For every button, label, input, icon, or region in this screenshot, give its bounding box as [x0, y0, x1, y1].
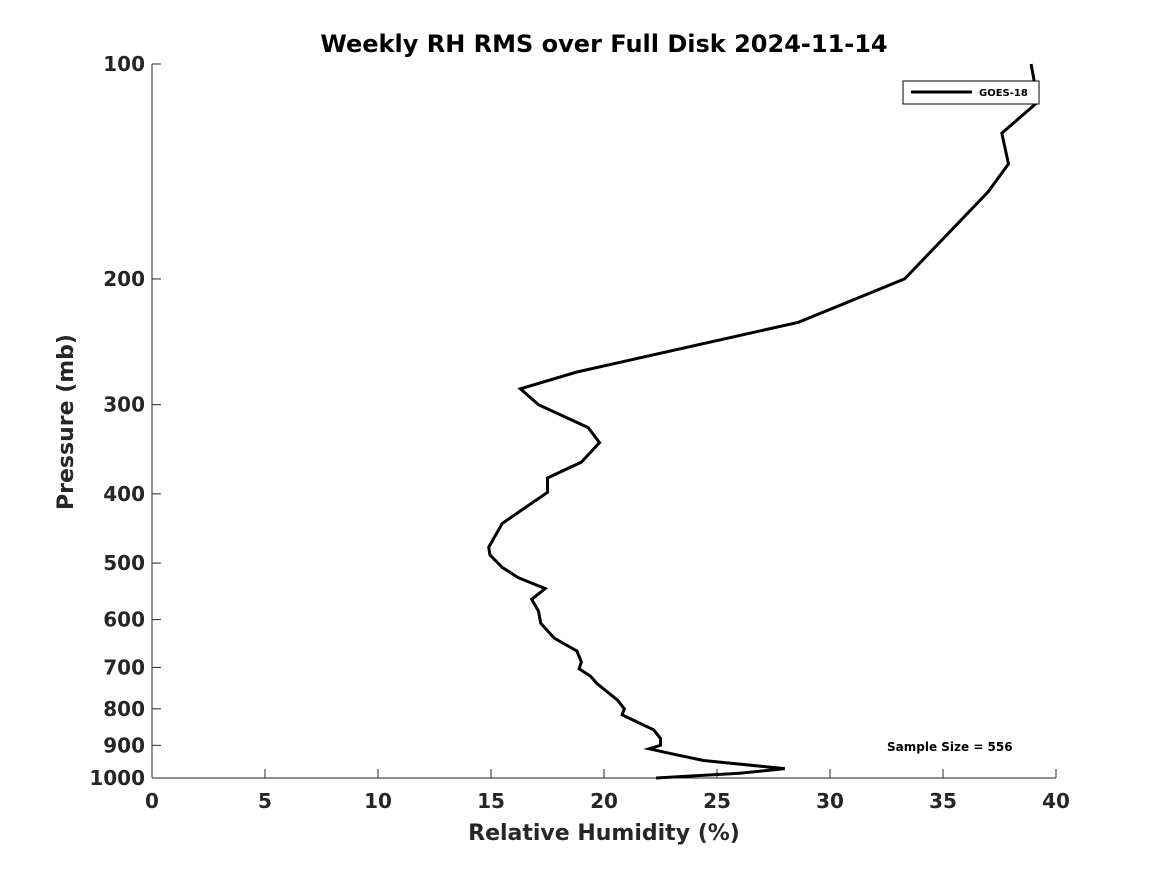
y-tick-label: 300: [103, 393, 145, 417]
y-tick-label: 700: [103, 655, 145, 679]
x-tick-label: 35: [929, 789, 957, 813]
x-axis-label: Relative Humidity (%): [468, 821, 740, 846]
x-tick-label: 15: [477, 789, 505, 813]
series-layer: [487, 63, 1040, 780]
x-tick-label: 25: [703, 789, 731, 813]
y-tick-label: 100: [103, 52, 145, 76]
series-line-goes-18: [487, 63, 1040, 780]
y-axis: 100 200 300 400 500 600 700 800 900 1000: [89, 52, 161, 790]
y-tick-label: 900: [103, 733, 145, 757]
x-tick-label: 40: [1042, 789, 1070, 813]
y-tick-label: 800: [103, 697, 145, 721]
legend: GOES-18: [902, 80, 1040, 105]
y-axis-label: Pressure (mb): [54, 334, 79, 510]
x-tick-label: 0: [145, 789, 159, 813]
chart-title: Weekly RH RMS over Full Disk 2024-11-14: [320, 30, 887, 58]
y-tick-label: 1000: [89, 766, 145, 790]
y-tick-label: 400: [103, 482, 145, 506]
x-axis: 0 5 10 15 20 25 30 35 40: [145, 769, 1070, 813]
x-tick-label: 30: [816, 789, 844, 813]
x-tick-label: 10: [364, 789, 392, 813]
x-tick-label: 5: [258, 789, 272, 813]
y-tick-label: 600: [103, 608, 145, 632]
y-tick-label: 200: [103, 267, 145, 291]
legend-label-goes-18: GOES-18: [979, 88, 1028, 99]
sample-size-annotation: Sample Size = 556: [887, 740, 1013, 754]
y-tick-label: 500: [103, 551, 145, 575]
x-tick-label: 20: [590, 789, 618, 813]
